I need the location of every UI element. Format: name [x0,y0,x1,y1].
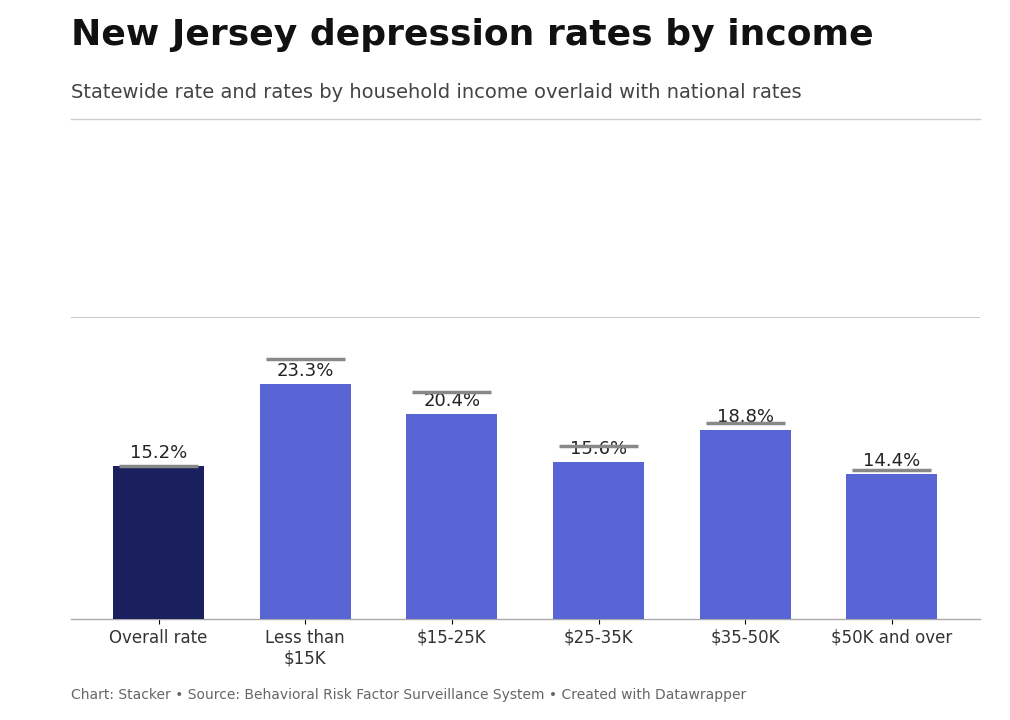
Bar [406,413,497,619]
Bar [113,466,204,619]
Text: 15.6%: 15.6% [570,440,627,458]
Text: 23.3%: 23.3% [277,362,334,380]
Bar [846,474,937,619]
Text: 18.8%: 18.8% [717,408,774,426]
Text: 14.4%: 14.4% [864,452,920,470]
Text: Statewide rate and rates by household income overlaid with national rates: Statewide rate and rates by household in… [71,83,801,102]
Bar [700,430,791,619]
Text: 15.2%: 15.2% [130,444,187,462]
Text: Chart: Stacker • Source: Behavioral Risk Factor Surveillance System • Created wi: Chart: Stacker • Source: Behavioral Risk… [71,688,746,702]
Text: 20.4%: 20.4% [423,392,481,410]
Bar [553,462,644,619]
Text: New Jersey depression rates by income: New Jersey depression rates by income [71,18,874,52]
Bar [260,384,350,619]
